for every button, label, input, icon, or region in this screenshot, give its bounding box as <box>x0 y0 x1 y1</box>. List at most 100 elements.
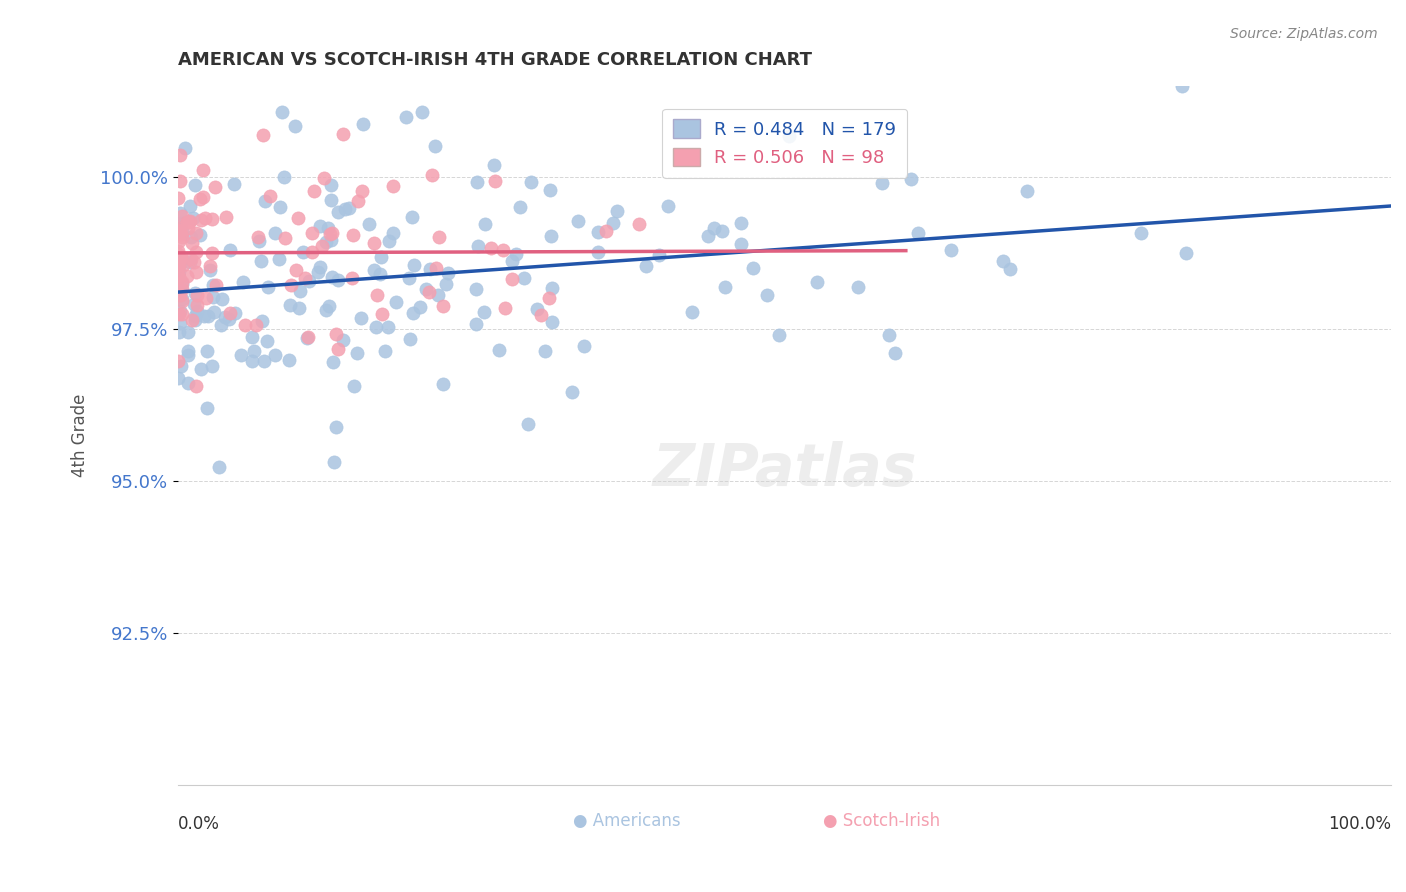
Americans <box>877 328 900 343</box>
Americans <box>224 306 246 320</box>
Americans <box>359 217 381 231</box>
Americans <box>806 275 828 289</box>
Americans <box>516 417 538 431</box>
Scotch-Irish <box>301 245 323 260</box>
Americans <box>181 211 204 226</box>
Scotch-Irish <box>170 275 193 289</box>
Americans <box>993 254 1015 268</box>
Americans <box>179 199 201 213</box>
Scotch-Irish <box>200 259 222 273</box>
Scotch-Irish <box>169 227 191 241</box>
Scotch-Irish <box>494 301 516 315</box>
Americans <box>778 128 800 143</box>
Scotch-Irish <box>205 278 228 293</box>
Americans <box>526 301 548 316</box>
Americans <box>177 376 200 391</box>
Scotch-Irish <box>176 268 198 283</box>
Americans <box>288 284 311 298</box>
Scotch-Irish <box>186 265 208 279</box>
Americans <box>170 359 193 373</box>
Scotch-Irish <box>325 326 347 341</box>
Americans <box>368 267 391 281</box>
Americans <box>242 343 264 358</box>
Americans <box>179 255 201 269</box>
Americans <box>482 158 505 172</box>
Americans <box>1171 78 1194 93</box>
Americans <box>509 200 531 214</box>
Americans <box>572 339 595 353</box>
Americans <box>284 119 307 133</box>
Scotch-Irish <box>235 318 257 333</box>
Scotch-Irish <box>180 252 202 266</box>
Americans <box>169 303 191 318</box>
Scotch-Irish <box>167 244 190 258</box>
Americans <box>768 328 790 343</box>
Americans <box>167 371 190 385</box>
Americans <box>586 245 609 260</box>
Americans <box>425 139 447 153</box>
Americans <box>269 200 291 214</box>
Scotch-Irish <box>183 255 205 269</box>
Americans <box>318 299 340 313</box>
Americans <box>167 284 190 298</box>
Americans <box>322 455 344 469</box>
Americans <box>907 226 929 240</box>
Americans <box>202 305 225 319</box>
Americans <box>465 317 488 331</box>
Americans <box>409 300 432 314</box>
Americans <box>534 344 557 359</box>
Americans <box>326 205 349 219</box>
Americans <box>337 201 360 215</box>
Americans <box>264 349 287 363</box>
Americans <box>307 265 329 279</box>
Americans <box>939 244 962 258</box>
Americans <box>377 320 399 334</box>
Americans <box>998 261 1021 276</box>
Scotch-Irish <box>167 220 190 235</box>
Americans <box>346 346 368 360</box>
Scotch-Irish <box>186 287 208 301</box>
Americans <box>264 226 287 240</box>
Americans <box>308 260 330 275</box>
Scotch-Irish <box>259 188 281 202</box>
Scotch-Irish <box>180 312 202 326</box>
Scotch-Irish <box>194 211 217 226</box>
Scotch-Irish <box>172 282 194 296</box>
Americans <box>561 385 583 400</box>
Americans <box>399 332 422 346</box>
Americans <box>465 282 488 296</box>
Scotch-Irish <box>179 215 201 229</box>
Scotch-Irish <box>432 299 454 313</box>
Americans <box>308 219 330 233</box>
Scotch-Irish <box>167 268 190 282</box>
Americans <box>756 288 779 302</box>
Scotch-Irish <box>186 378 208 392</box>
Text: ● Scotch-Irish: ● Scotch-Irish <box>823 813 941 830</box>
Americans <box>184 310 207 324</box>
Scotch-Irish <box>169 269 191 284</box>
Americans <box>325 420 347 434</box>
Americans <box>202 290 225 304</box>
Scotch-Irish <box>314 170 336 185</box>
Scotch-Irish <box>169 174 191 188</box>
Americans <box>167 267 190 281</box>
Americans <box>197 310 219 324</box>
Scotch-Irish <box>179 214 201 228</box>
Scotch-Irish <box>274 231 297 245</box>
Americans <box>900 171 922 186</box>
Americans <box>742 261 765 276</box>
Americans <box>488 343 510 357</box>
Scotch-Irish <box>280 277 302 292</box>
Scotch-Irish <box>167 247 190 261</box>
Americans <box>364 320 387 334</box>
Text: Source: ZipAtlas.com: Source: ZipAtlas.com <box>1230 27 1378 41</box>
Americans <box>292 244 315 259</box>
Americans <box>385 295 408 310</box>
Scotch-Irish <box>537 291 560 305</box>
Americans <box>201 359 224 374</box>
Americans <box>190 362 212 376</box>
Scotch-Irish <box>167 258 190 272</box>
Americans <box>176 344 198 359</box>
Americans <box>883 346 905 360</box>
Americans <box>218 312 240 326</box>
